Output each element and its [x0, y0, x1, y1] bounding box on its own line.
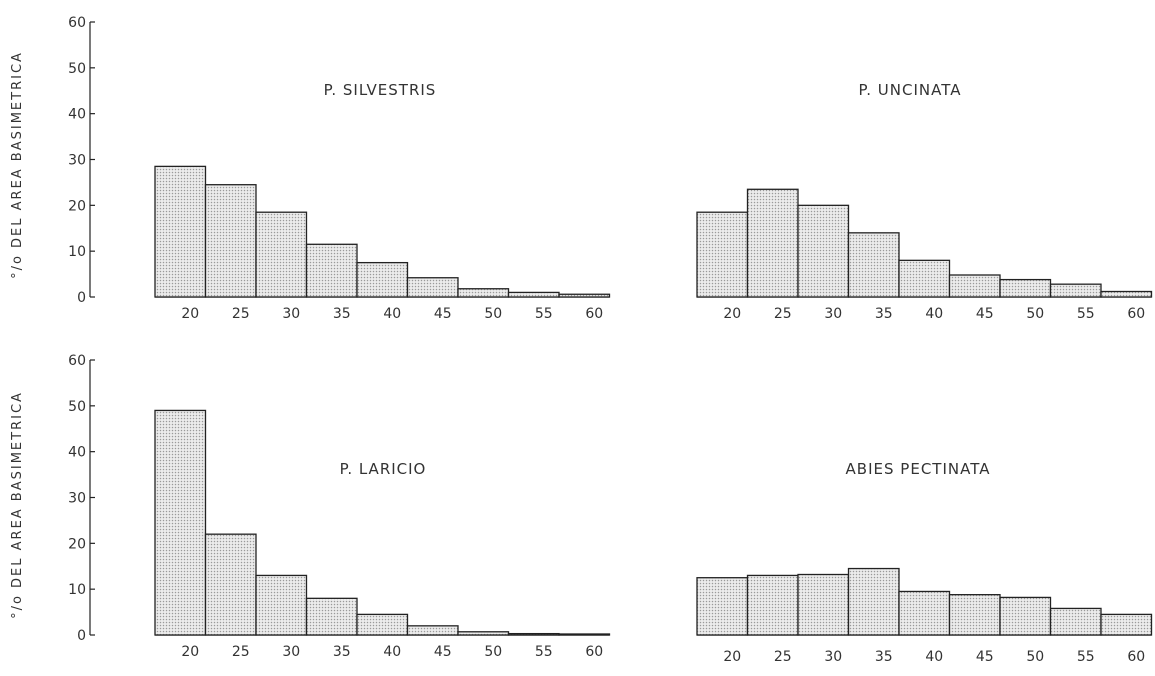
- bar: [356, 613, 409, 636]
- x-tick-label: 50: [1026, 649, 1044, 665]
- x-tick-label: 20: [181, 644, 199, 660]
- x-tick-label: 60: [585, 644, 603, 660]
- x-tick-label: 30: [282, 306, 300, 322]
- bar: [558, 633, 611, 636]
- bar: [305, 597, 358, 636]
- bar: [154, 409, 207, 636]
- bar: [999, 596, 1052, 636]
- bar: [847, 232, 900, 298]
- x-tick-label: 60: [1127, 306, 1145, 322]
- bar: [558, 293, 611, 298]
- y-tick-label: 50: [68, 399, 86, 415]
- panel-p-laricio: P. LARICIO 0 10 20 30 40 50 60 20 25 30 35 40 45 50 55 6…: [68, 353, 611, 660]
- x-tick-label: 45: [434, 644, 452, 660]
- bar: [1049, 283, 1102, 298]
- bar: [898, 259, 951, 298]
- panel-title: P. LARICIO: [340, 460, 427, 478]
- bar: [507, 291, 560, 298]
- x-tick-label: 55: [1077, 649, 1095, 665]
- y-tick-label: 60: [68, 353, 86, 369]
- y-tick-label: 20: [68, 536, 86, 552]
- y-tick-label: 40: [68, 445, 86, 461]
- bar: [696, 577, 749, 636]
- x-tick-label: 45: [976, 306, 994, 322]
- x-tick-label: 40: [925, 306, 943, 322]
- x-tick-label: 45: [434, 306, 452, 322]
- bar: [948, 274, 1001, 298]
- y-tick-label: 60: [68, 15, 86, 31]
- bar: [255, 574, 308, 636]
- x-tick-label: 25: [774, 306, 792, 322]
- x-tick-label: 50: [1026, 306, 1044, 322]
- x-tick-label: 55: [1077, 306, 1095, 322]
- bar: [696, 211, 749, 298]
- x-tick-label: 30: [824, 649, 842, 665]
- x-tick-label: 35: [333, 644, 351, 660]
- x-tick-label: 45: [976, 649, 994, 665]
- panel-title: P. UNCINATA: [859, 81, 962, 99]
- y-tick-label: 40: [68, 107, 86, 123]
- y-tick-label: 10: [68, 582, 86, 598]
- bar: [999, 278, 1052, 298]
- x-tick-label: 30: [282, 644, 300, 660]
- bar: [746, 188, 799, 298]
- bar: [154, 165, 207, 298]
- x-tick-label: 25: [774, 649, 792, 665]
- y-tick-label: 0: [77, 628, 86, 644]
- bar: [356, 261, 409, 298]
- y-tick-label: 0: [77, 290, 86, 306]
- bar: [507, 632, 560, 636]
- bar: [457, 288, 510, 298]
- y-tick-label: 10: [68, 244, 86, 260]
- bar: [457, 631, 510, 636]
- panel-abies-pectinata: ABIES PECTINATA 20 25 30 35 40 45 50 55 60: [696, 460, 1153, 665]
- x-tick-label: 50: [484, 644, 502, 660]
- panel-p-uncinata: P. UNCINATA 20 25 30 35 40 45 50 55 60: [696, 81, 1153, 322]
- x-tick-label: 20: [723, 306, 741, 322]
- bar: [406, 625, 459, 636]
- bar: [305, 243, 358, 298]
- y-tick-label: 30: [68, 491, 86, 507]
- x-tick-label: 35: [333, 306, 351, 322]
- x-tick-label: 25: [232, 306, 250, 322]
- bar: [797, 204, 850, 298]
- y-axis-label-top: °/o DEL AREA BASIMETRICA: [10, 51, 25, 279]
- x-tick-label: 40: [383, 306, 401, 322]
- bar: [255, 211, 308, 298]
- bar: [746, 574, 799, 636]
- x-tick-label: 20: [181, 306, 199, 322]
- y-tick-label: 20: [68, 198, 86, 214]
- x-tick-label: 50: [484, 306, 502, 322]
- bar: [847, 567, 900, 636]
- y-tick-label: 30: [68, 153, 86, 169]
- panel-title: P. SILVESTRIS: [324, 81, 437, 99]
- x-tick-label: 60: [1127, 649, 1145, 665]
- bar: [797, 573, 850, 636]
- bar: [406, 277, 459, 298]
- y-axis-label-bottom: °/o DEL AREA BASIMETRICA: [10, 391, 25, 619]
- x-tick-label: 20: [723, 649, 741, 665]
- x-tick-label: 55: [535, 644, 553, 660]
- x-tick-label: 25: [232, 644, 250, 660]
- y-tick-label: 50: [68, 61, 86, 77]
- x-tick-label: 55: [535, 306, 553, 322]
- bar: [204, 533, 257, 636]
- x-tick-label: 40: [925, 649, 943, 665]
- x-tick-label: 40: [383, 644, 401, 660]
- bar: [1100, 613, 1153, 636]
- panel-title: ABIES PECTINATA: [846, 460, 991, 478]
- bar: [204, 184, 257, 298]
- x-tick-label: 35: [875, 306, 893, 322]
- bar: [898, 590, 951, 636]
- panel-p-silvestris: P. SILVESTRIS 0 10 20 30 40 50 60 20 25 30 35 40 45 50…: [68, 15, 611, 322]
- x-tick-label: 60: [585, 306, 603, 322]
- bar: [1100, 290, 1153, 298]
- bar: [1049, 607, 1102, 636]
- bar: [948, 594, 1001, 636]
- x-tick-label: 35: [875, 649, 893, 665]
- x-tick-label: 30: [824, 306, 842, 322]
